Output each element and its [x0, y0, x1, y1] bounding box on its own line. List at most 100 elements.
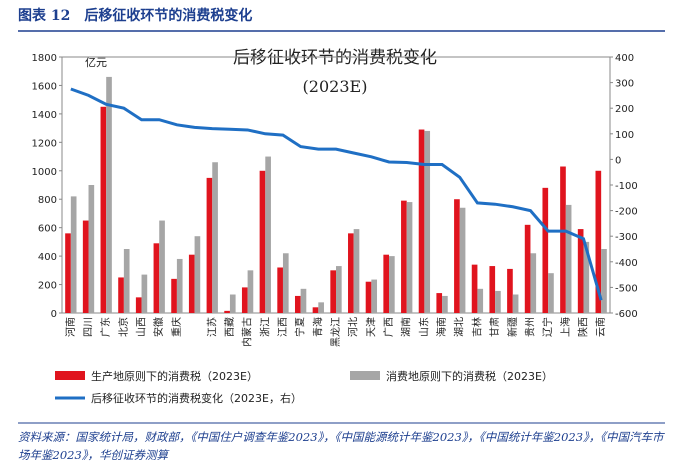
y-tick-label: 1600	[32, 81, 57, 92]
x-tick-label: 上海	[559, 317, 572, 337]
x-tick-label: 四川	[84, 317, 95, 337]
x-tick-label: 江西	[277, 317, 289, 337]
bar	[294, 295, 301, 313]
bar	[159, 220, 165, 313]
bar	[118, 277, 124, 313]
y-tick-label: 200	[38, 281, 57, 292]
bar	[171, 278, 177, 313]
bar	[365, 281, 372, 313]
bar	[224, 310, 230, 313]
header: 图表 12 后移征收环节的消费税变化	[18, 7, 252, 24]
legend-swatch	[350, 371, 380, 380]
bar	[583, 241, 590, 313]
x-tick-label: 海南	[435, 317, 448, 337]
bar	[389, 256, 395, 313]
bar	[436, 293, 443, 313]
bar	[548, 273, 554, 313]
bar	[241, 287, 248, 313]
bar	[371, 279, 378, 313]
unit-label: 亿元	[85, 56, 107, 69]
y2-tick-label: 200	[615, 104, 634, 115]
x-tick-label: 甘肃	[488, 317, 501, 337]
bar	[229, 294, 236, 313]
x-tick-label: 重庆	[170, 317, 183, 337]
bar	[318, 302, 324, 313]
bar	[542, 187, 549, 313]
x-tick-label: 江苏	[205, 317, 218, 337]
bar	[188, 254, 195, 313]
bar	[560, 166, 566, 313]
bar	[336, 266, 342, 313]
legend-label: 生产地原则下的消费税（2023E）	[91, 369, 258, 383]
bar	[424, 130, 431, 313]
x-tick-label: 辽宁	[541, 317, 554, 337]
bar	[454, 199, 460, 313]
bar	[212, 162, 218, 313]
bar	[489, 266, 496, 313]
bar	[565, 204, 572, 313]
x-tick-label: 西藏	[224, 317, 236, 337]
x-tick-label: 广西	[383, 317, 395, 337]
bar	[530, 253, 537, 313]
chart-title: 后移征收环节的消费税变化	[233, 48, 437, 68]
x-tick-label: 湖北	[454, 317, 466, 337]
bar	[348, 233, 354, 313]
bar	[418, 129, 425, 313]
source: 资料来源：国家统计局，财政部，《中国住户调查年鉴2023》，《中国能源统计年鉴2…	[18, 430, 664, 462]
y-tick-label: 1800	[32, 53, 57, 64]
y2-tick-label: -400	[615, 258, 638, 269]
x-tick-label: 河北	[348, 317, 360, 337]
x-tick-label: 天津	[365, 317, 377, 337]
bar	[330, 270, 336, 313]
bar	[495, 290, 501, 313]
bar	[206, 177, 213, 313]
x-tick-label: 北京	[117, 317, 130, 337]
chart-subtitle: (2023E)	[303, 77, 368, 96]
bar	[194, 236, 201, 313]
bar	[88, 185, 95, 313]
bar	[312, 307, 319, 313]
bar	[123, 249, 130, 313]
x-tick-label: 陕西	[576, 317, 589, 337]
x-tick-label: 贵州	[523, 317, 536, 337]
x-tick-label: 河南	[64, 317, 77, 337]
y-tick-label: 1400	[32, 110, 57, 121]
x-tick-label: 湖南	[400, 317, 413, 337]
y2-tick-label: -600	[615, 309, 638, 320]
legend-label: 后移征收环节的消费税变化（2023E，右）	[91, 391, 302, 405]
x-tick-label: 吉林	[470, 317, 483, 337]
y2-tick-label: 100	[615, 130, 634, 141]
bar	[106, 76, 112, 314]
y-tick-label: 600	[38, 224, 57, 235]
bar	[401, 200, 407, 313]
bar	[507, 268, 513, 313]
bar	[153, 243, 160, 313]
x-tick-label: 云南	[594, 317, 607, 337]
bar	[277, 267, 283, 313]
bar	[442, 295, 448, 313]
x-tick-label: 黑龙江	[329, 317, 342, 347]
y2-tick-label: 0	[615, 155, 621, 166]
bar	[141, 274, 148, 313]
x-tick-label: 浙江	[259, 317, 271, 337]
x-tick-label: 广东	[99, 317, 112, 337]
bar	[82, 220, 89, 313]
bar	[577, 229, 584, 313]
bar	[265, 156, 271, 313]
y2-tick-label: 400	[615, 53, 634, 64]
bar	[100, 106, 107, 314]
bar	[471, 264, 478, 313]
y2-tick-label: -100	[615, 181, 638, 192]
bar	[524, 224, 531, 313]
bar	[70, 196, 77, 313]
bar	[477, 288, 484, 313]
y2-tick-label: -300	[615, 232, 638, 243]
legend-label: 消费地原则下的消费税（2023E）	[386, 369, 553, 383]
y2-tick-label: -200	[615, 207, 638, 218]
bar	[406, 202, 413, 313]
x-tick-label: 青海	[311, 317, 324, 337]
bar	[247, 270, 254, 313]
bar	[176, 258, 183, 313]
y2-tick-label: 300	[615, 79, 634, 90]
bar	[459, 207, 466, 313]
